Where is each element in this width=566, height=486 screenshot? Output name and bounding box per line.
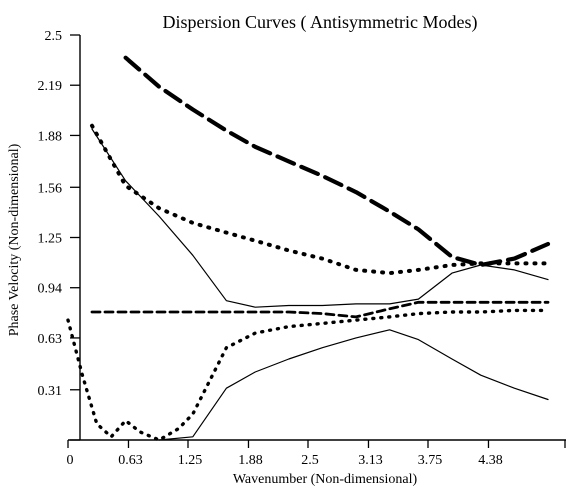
series-2-line (158, 329, 549, 441)
y-tick-label: 0.31 (38, 384, 63, 399)
y-tick-label: 1.25 (38, 232, 63, 247)
x-tick-label: 3.13 (358, 453, 383, 468)
y-axis-label: Phase Velocity (Non-dimensional) (7, 143, 22, 336)
y-tick-label: 2.19 (38, 79, 63, 94)
series-3-line (123, 55, 551, 268)
series-5-line (90, 300, 550, 319)
x-tick-label: 3.75 (418, 453, 443, 468)
x-tick-label: 0 (67, 453, 74, 468)
x-tick-label: 0.63 (118, 453, 143, 468)
x-axis-label: Wavenumber (Non-dimensional) (233, 472, 418, 486)
y-tick-label: 1.88 (38, 129, 63, 144)
x-tick-label: 2.5 (301, 453, 319, 468)
axes-layer: 0.31 0.63 0.94 1.25 1.56 1.88 2.19 2.5 0 0.63 1.25… (38, 29, 566, 468)
series-1-line (91, 128, 549, 308)
x-tick-label: 4.38 (478, 453, 503, 468)
series-layer (66, 55, 551, 442)
series-4-line (90, 123, 550, 276)
x-tick-label: 1.88 (238, 453, 263, 468)
y-tick-label: 1.56 (38, 181, 63, 196)
x-tick-label: 1.25 (178, 453, 203, 468)
y-tick-label: 2.5 (45, 29, 63, 44)
chart-title: Dispersion Curves ( Antisymmetric Modes) (163, 12, 478, 33)
series-6-line (66, 308, 550, 442)
y-tick-label: 0.63 (38, 332, 63, 347)
y-tick-label: 0.94 (38, 282, 63, 297)
